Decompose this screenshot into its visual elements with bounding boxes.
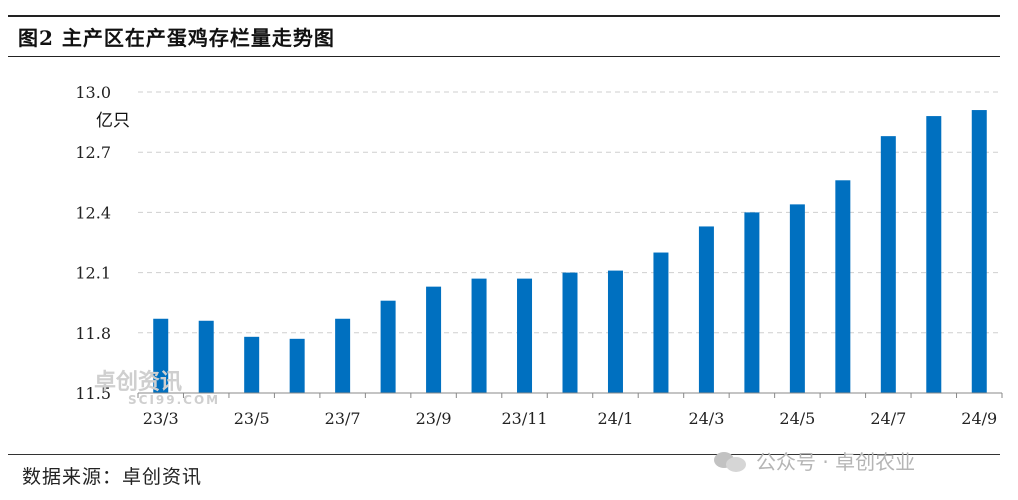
- x-tick-label: 24/3: [688, 409, 724, 428]
- bar-23-5: [244, 336, 260, 393]
- x-tick-label: 24/5: [779, 409, 815, 428]
- y-tick-label: 11.5: [75, 384, 111, 403]
- x-tick-label: 23/5: [234, 409, 270, 428]
- x-tick-label: 23/3: [143, 409, 179, 428]
- bar-24-1: [607, 270, 623, 393]
- y-tick-label: 12.1: [75, 264, 111, 283]
- bar-24-9: [971, 110, 987, 393]
- bar-24-3: [698, 226, 714, 393]
- y-tick-label: 13.0: [75, 83, 111, 102]
- bar-23-4: [198, 320, 214, 393]
- bar-23-7: [335, 318, 351, 393]
- bar-24-2: [653, 252, 669, 393]
- y-tick-label: 12.4: [75, 203, 111, 222]
- bar-23-8: [380, 300, 396, 393]
- bar-23-9: [426, 286, 442, 393]
- bar-23-3: [153, 318, 169, 393]
- bar-24-7: [880, 136, 896, 393]
- bar-24-8: [926, 116, 942, 393]
- logo-watermark: 卓创资讯 SCI99.COM: [94, 370, 221, 407]
- data-source: 数据来源：卓创资讯: [22, 466, 203, 488]
- x-tick-label: 23/9: [416, 409, 452, 428]
- bar-23-12: [562, 272, 578, 393]
- bar-23-6: [289, 338, 305, 393]
- x-tick-label: 24/9: [961, 409, 997, 428]
- bar-24-4: [744, 212, 760, 393]
- y-tick-label: 12.7: [75, 143, 111, 162]
- bar-chart: 11.5 11.8 12.1 12.4 12.7 13.0 23/3 23/5 23/7 23/9…: [75, 83, 1003, 428]
- source-rule: [8, 454, 1000, 455]
- x-tick-label: 24/7: [870, 409, 906, 428]
- bar-series: [153, 110, 987, 393]
- watermark-text: 公众号 · 卓创农业: [756, 450, 916, 474]
- x-tick-label: 24/1: [598, 409, 634, 428]
- bar-24-6: [835, 180, 851, 393]
- wechat-watermark: 公众号 · 卓创农业: [714, 446, 915, 475]
- bar-24-5: [789, 204, 805, 393]
- wechat-icon: [714, 450, 748, 472]
- y-tick-label: 11.8: [75, 324, 111, 343]
- top-rule: [8, 15, 1000, 17]
- axes: 11.5 11.8 12.1 12.4 12.7 13.0 23/3 23/5 23/7 23/9…: [75, 83, 1003, 428]
- figure-title: 图2 主产区在产蛋鸡存栏量走势图: [18, 26, 335, 50]
- bar-23-11: [517, 278, 533, 393]
- title-rule: [8, 56, 1000, 57]
- x-tick-label: 23/7: [325, 409, 361, 428]
- bar-23-10: [471, 278, 487, 393]
- y-unit-label: 亿只: [96, 111, 130, 131]
- x-tick-label: 23/11: [501, 409, 547, 428]
